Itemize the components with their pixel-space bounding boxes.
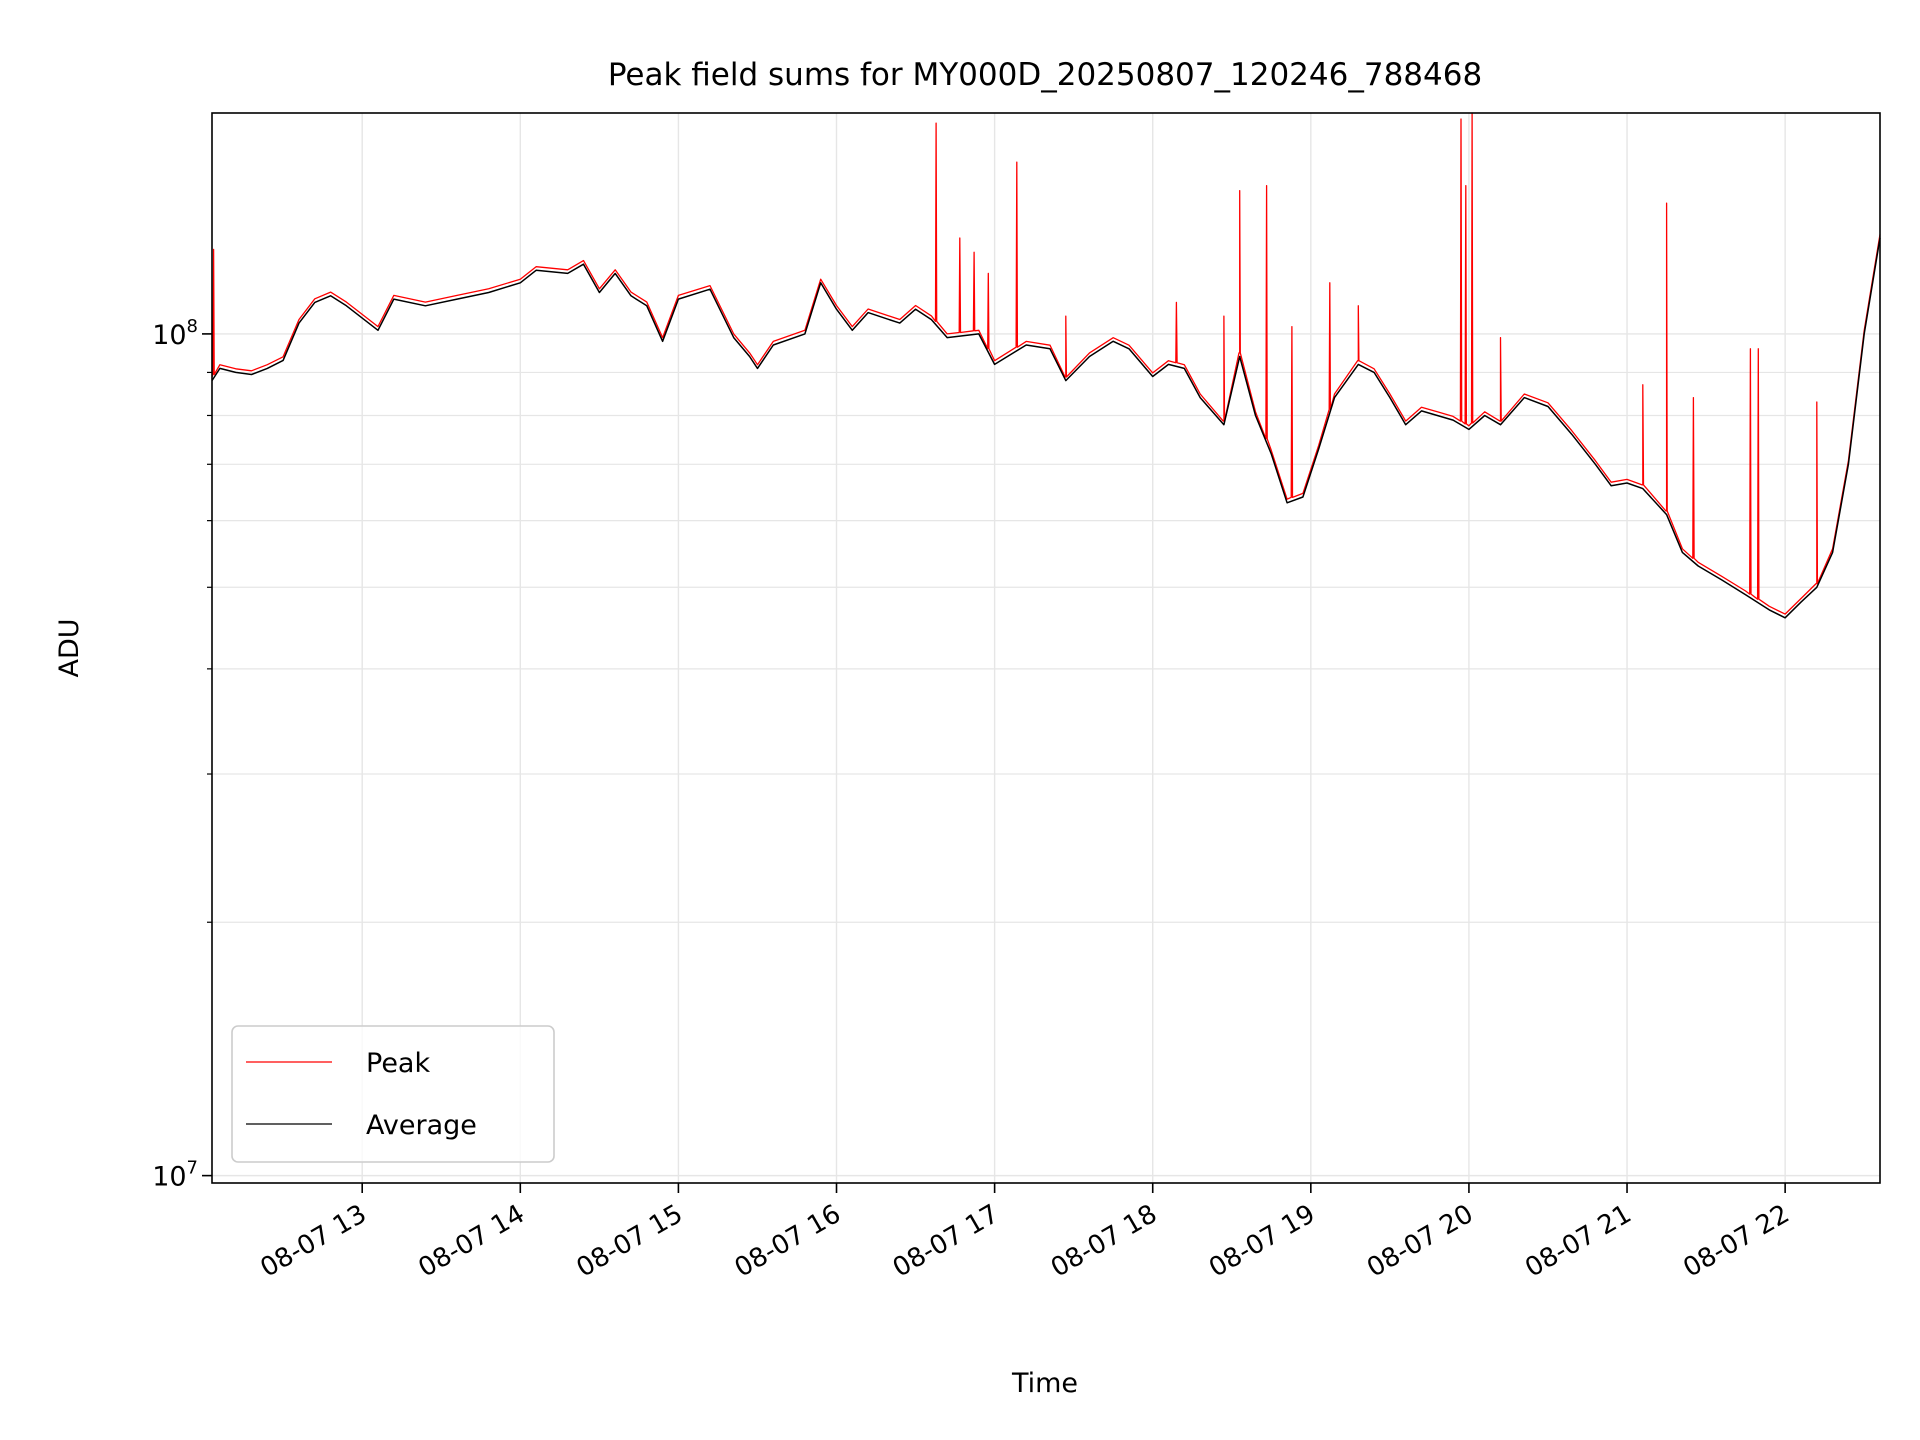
plot-series [211, 112, 1881, 619]
legend-label-average: Average [366, 1110, 477, 1141]
y-axis-ticks: 108 107 [152, 316, 212, 1193]
chart-title: Peak field sums for MY000D_20250807_1202… [608, 57, 1482, 93]
legend: Peak Average [231, 1025, 555, 1163]
y-tick-label: 107 [152, 1158, 198, 1193]
grid-lines [212, 113, 1880, 1183]
average-series-line [211, 237, 1881, 619]
legend-label-peak: Peak [366, 1048, 430, 1079]
y-axis-label: ADU [54, 618, 85, 677]
x-axis-label: Time [1011, 1368, 1078, 1399]
plot-frame [211, 112, 1881, 1184]
peak-series-line [211, 112, 1881, 615]
legend-box [231, 1025, 555, 1163]
y-tick-label: 108 [152, 316, 198, 351]
